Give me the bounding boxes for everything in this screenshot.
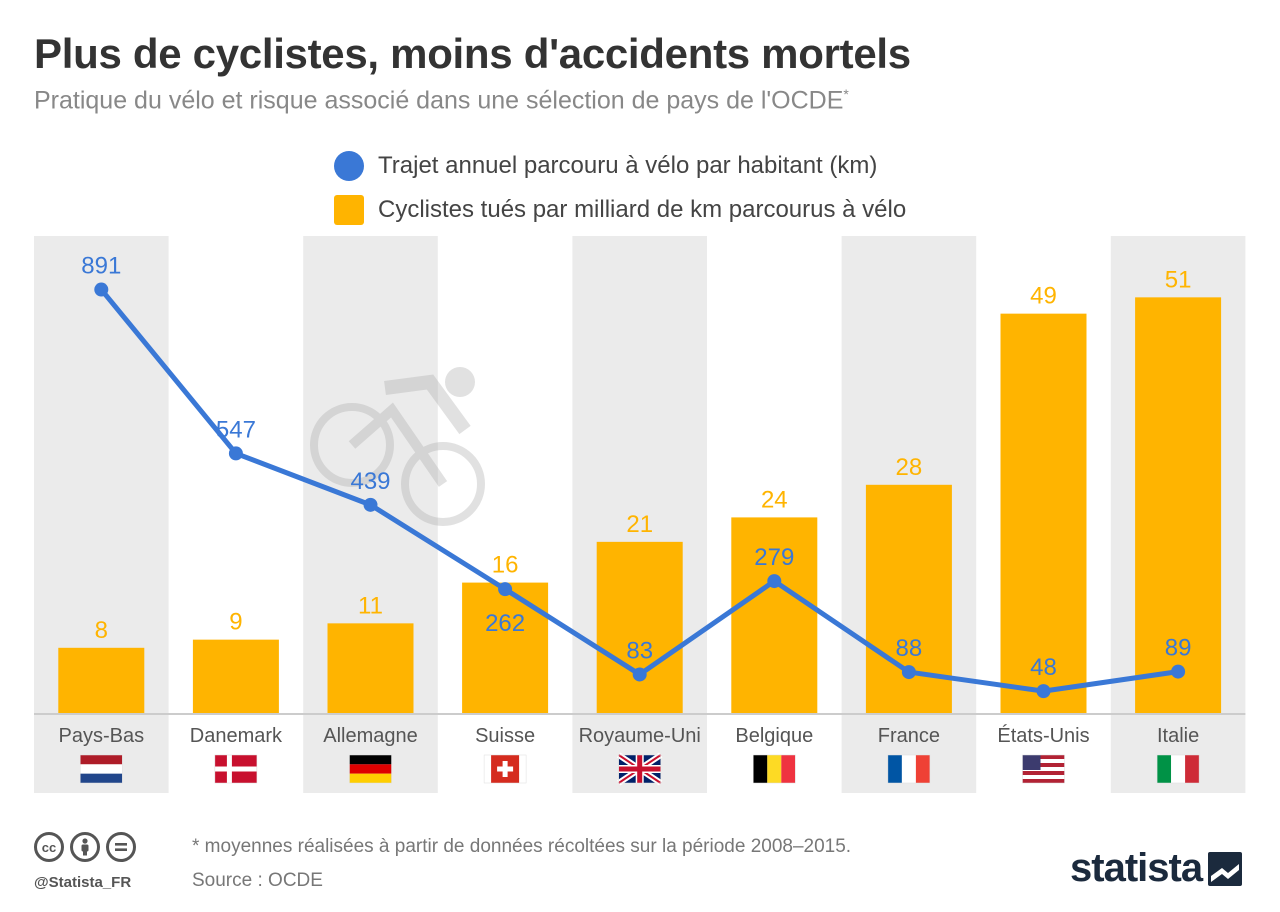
bar bbox=[462, 582, 549, 713]
statista-mark-icon bbox=[1208, 851, 1243, 886]
bar bbox=[1135, 297, 1222, 713]
bar bbox=[58, 647, 145, 713]
statista-logo[interactable]: statista bbox=[1070, 846, 1243, 891]
category-label: Suisse bbox=[475, 725, 535, 747]
bar-value-label: 9 bbox=[229, 609, 242, 636]
watermark-head bbox=[445, 367, 475, 397]
category-label: Danemark bbox=[190, 725, 283, 747]
legend-item-bar: Cyclistes tués par milliard de km parcou… bbox=[334, 190, 906, 230]
bar-value-label: 16 bbox=[492, 552, 519, 579]
bar-value-label: 49 bbox=[1030, 283, 1057, 310]
cyclist-watermark-icon bbox=[310, 367, 485, 526]
bar bbox=[596, 541, 683, 713]
footnote: * moyennes réalisées à partir de données… bbox=[192, 836, 852, 857]
line-point bbox=[767, 574, 782, 589]
cc-icon: cc bbox=[34, 832, 64, 862]
by-icon bbox=[70, 832, 100, 862]
category-label: Belgique bbox=[735, 725, 813, 747]
bar bbox=[327, 623, 414, 713]
de-flag-icon bbox=[349, 754, 392, 784]
line-value-label: 262 bbox=[485, 610, 525, 637]
watermark-wheel-front bbox=[401, 442, 485, 526]
watermark-body bbox=[384, 374, 471, 435]
chart-title: Plus de cyclistes, moins d'accidents mor… bbox=[34, 30, 911, 77]
bar-value-label: 21 bbox=[626, 511, 653, 538]
line-value-label: 83 bbox=[626, 637, 653, 664]
bar-value-label: 8 bbox=[95, 617, 108, 644]
brand-name: statista bbox=[1070, 846, 1203, 890]
license-icons: cc bbox=[34, 832, 136, 862]
legend-line-label: Trajet annuel parcouru à vélo par habita… bbox=[378, 152, 878, 179]
category-label: Royaume-Uni bbox=[579, 725, 701, 747]
bar bbox=[192, 639, 279, 713]
subtitle-text: Pratique du vélo et risque associé dans … bbox=[34, 86, 844, 115]
line-point bbox=[498, 582, 513, 597]
category-label: États-Unis bbox=[997, 724, 1089, 747]
line-point bbox=[1036, 684, 1051, 699]
line-point bbox=[94, 282, 109, 297]
category-label: Italie bbox=[1157, 725, 1199, 747]
us-flag-icon bbox=[1022, 754, 1065, 784]
category-label: Pays-Bas bbox=[59, 725, 145, 747]
be-flag-icon bbox=[753, 754, 796, 784]
line-point bbox=[363, 497, 378, 512]
bar-value-label: 51 bbox=[1165, 266, 1192, 293]
line-point bbox=[1171, 664, 1186, 679]
watermark-frame bbox=[348, 402, 448, 487]
line-value-label: 89 bbox=[1165, 635, 1192, 662]
nd-icon bbox=[106, 832, 136, 862]
line-point bbox=[228, 446, 243, 461]
line-value-label: 48 bbox=[1030, 654, 1057, 681]
nl-flag-icon bbox=[80, 754, 123, 784]
category-label: France bbox=[878, 725, 940, 747]
source-note: Source : OCDE bbox=[192, 870, 323, 891]
line-value-label: 439 bbox=[350, 468, 390, 495]
category-label: Allemagne bbox=[323, 725, 418, 747]
legend: Trajet annuel parcouru à vélo par habita… bbox=[334, 146, 906, 234]
line-point bbox=[901, 665, 916, 680]
bar bbox=[731, 517, 818, 713]
bar bbox=[1000, 313, 1087, 713]
line-value-label: 279 bbox=[754, 544, 794, 571]
ch-flag-icon bbox=[483, 754, 527, 784]
legend-item-line: Trajet annuel parcouru à vélo par habita… bbox=[334, 146, 906, 186]
subtitle-footnote-mark: * bbox=[843, 86, 849, 102]
legend-bar-label: Cyclistes tués par milliard de km parcou… bbox=[378, 196, 907, 223]
dk-flag-icon bbox=[214, 754, 258, 784]
legend-bar-marker bbox=[334, 195, 364, 225]
bar-value-label: 24 bbox=[761, 486, 788, 513]
fr-flag-icon bbox=[887, 754, 931, 784]
gb-flag-icon bbox=[617, 752, 663, 786]
chart-subtitle: Pratique du vélo et risque associé dans … bbox=[34, 86, 849, 115]
it-flag-icon bbox=[1156, 754, 1200, 784]
social-handle[interactable]: @Statista_FR bbox=[34, 874, 132, 891]
bar-value-label: 28 bbox=[896, 454, 923, 481]
line-point bbox=[632, 667, 647, 682]
bar-value-label: 11 bbox=[358, 592, 383, 619]
legend-line-marker bbox=[334, 151, 364, 181]
line-value-label: 547 bbox=[216, 416, 256, 443]
watermark-wheel-back bbox=[310, 403, 394, 487]
line-value-label: 891 bbox=[81, 253, 121, 280]
line-value-label: 88 bbox=[896, 635, 923, 662]
